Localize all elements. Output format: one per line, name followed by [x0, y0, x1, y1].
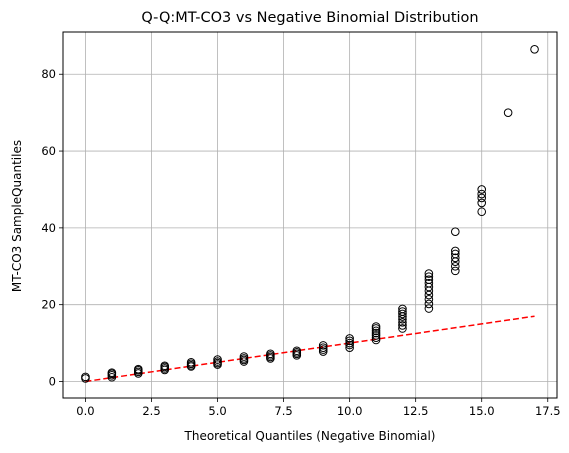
data-point [318, 343, 328, 352]
data-point [477, 193, 487, 203]
data-point [371, 331, 381, 340]
x-tick-label: 17.5 [535, 404, 561, 418]
y-axis-ticks: 0 20 40 60 80 [41, 67, 63, 388]
data-point [398, 307, 407, 316]
data-point [345, 334, 354, 343]
data-point [477, 207, 487, 217]
data-point [81, 372, 90, 382]
data-point [107, 368, 117, 377]
data-point [292, 346, 302, 356]
data-point [424, 272, 434, 281]
y-tick-label: 40 [41, 221, 56, 235]
y-axis-label: MT-CO3 SampleQuantiles [10, 140, 24, 292]
y-tick-label: 20 [41, 298, 56, 312]
x-axis-ticks: 0.0 2.5 5.0 7.5 10.0 12.5 15.0 17.5 [76, 398, 561, 418]
plot-frame [62, 31, 558, 399]
data-point [398, 309, 407, 319]
data-point [450, 246, 460, 256]
data-point [450, 261, 460, 271]
x-tick-label: 12.5 [403, 404, 429, 418]
data-point [398, 304, 407, 314]
data-point [345, 338, 354, 348]
x-tick-label: 7.5 [274, 404, 292, 418]
data-point [424, 269, 434, 278]
data-point [398, 321, 407, 330]
data-point [450, 253, 460, 263]
x-axis-label: Theoretical Quantiles (Negative Binomial… [184, 429, 436, 443]
data-point [266, 349, 275, 359]
data-point [371, 335, 381, 345]
data-point [424, 294, 434, 304]
data-point [345, 343, 354, 352]
data-point [371, 328, 381, 338]
x-tick-label: 0.0 [76, 404, 94, 418]
y-tick-label: 0 [49, 374, 56, 388]
data-point [213, 355, 222, 364]
data-point [398, 318, 407, 327]
y-tick-label: 60 [41, 144, 56, 158]
data-point [450, 249, 460, 259]
data-point [160, 361, 170, 371]
data-point [530, 44, 539, 54]
data-point [477, 189, 487, 199]
reference-line-layer [85, 315, 535, 383]
data-point [371, 333, 381, 343]
x-tick-label: 15.0 [469, 404, 495, 418]
chart-title: Q-Q:MT-CO3 vs Negative Binomial Distribu… [141, 10, 478, 26]
data-point [450, 227, 460, 237]
data-point [345, 336, 354, 346]
data-point [503, 108, 513, 117]
x-tick-label: 5.0 [208, 404, 226, 418]
y-tick-label: 80 [41, 67, 56, 81]
data-point [424, 304, 434, 313]
data-point [424, 299, 434, 309]
data-points [81, 44, 539, 383]
x-tick-label: 10.0 [337, 404, 363, 418]
data-point [398, 324, 407, 333]
data-point [477, 198, 487, 208]
data-point [371, 326, 381, 336]
data-point [450, 266, 460, 276]
data-point [186, 357, 196, 367]
data-point [477, 185, 487, 194]
data-point [239, 352, 249, 361]
reference-line [85, 315, 535, 383]
data-point [318, 341, 328, 350]
data-point [371, 322, 381, 331]
data-point [424, 278, 434, 288]
grid-lines [63, 32, 557, 398]
data-point [424, 275, 434, 285]
data-point [133, 364, 143, 374]
x-tick-label: 2.5 [142, 404, 160, 418]
